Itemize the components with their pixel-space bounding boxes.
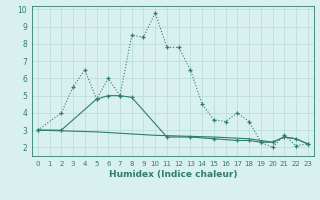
X-axis label: Humidex (Indice chaleur): Humidex (Indice chaleur): [108, 170, 237, 179]
